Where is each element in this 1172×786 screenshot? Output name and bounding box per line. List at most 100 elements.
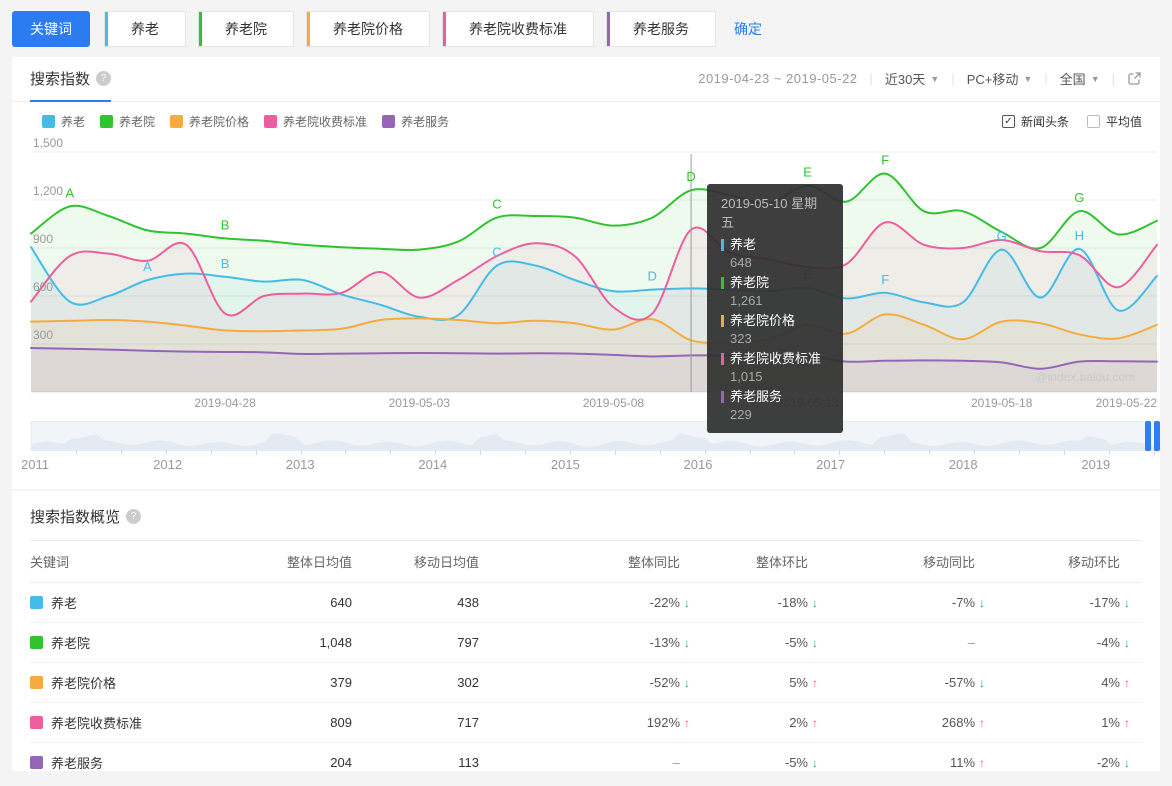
slider-tick (794, 450, 796, 455)
metric-cell-2: -5% ↓ (702, 622, 830, 663)
keyword-chip-2[interactable]: 养老院 (198, 11, 294, 47)
column-header-3: 移动日均值 (352, 541, 479, 583)
keyword-name: 养老院收费标准 (51, 715, 143, 731)
slider-year-2012: 2012 (153, 457, 183, 472)
legend-item-5[interactable]: 养老服务 (382, 113, 449, 130)
news-headlines-label: 新闻头条 (1020, 115, 1069, 129)
tooltip-item: 养老院 1,261 (721, 274, 829, 309)
help-icon[interactable]: ? (126, 509, 142, 524)
keyword-link[interactable]: 养老服务 (30, 753, 252, 772)
legend-swatch (170, 115, 184, 128)
tooltip-series-bar (721, 277, 724, 289)
overall-daily-avg: 1,048 (252, 622, 352, 663)
slider-tick (210, 450, 212, 455)
event-marker-H: H (1075, 228, 1084, 243)
column-header-2: 整体日均值 (252, 541, 352, 583)
arrow-down-icon: ↓ (1124, 755, 1130, 770)
legend-item-2[interactable]: 养老院 (100, 113, 155, 130)
legend-item-4[interactable]: 养老院收费标准 (264, 113, 367, 130)
separator: | (869, 71, 873, 86)
slider-tick (345, 450, 347, 455)
platform-value: PC+移动 (966, 72, 1019, 87)
slider-tick (1063, 450, 1065, 455)
legend-label: 养老院收费标准 (283, 115, 368, 129)
news-headlines-checkbox[interactable]: ✓ 新闻头条 (1001, 113, 1069, 130)
arrow-down-icon: ↓ (979, 675, 985, 690)
x-axis-tick: 2019-05-22 (1095, 396, 1157, 410)
keyword-chip-4[interactable]: 养老院收费标准 (442, 11, 594, 47)
external-link-icon[interactable] (1127, 71, 1142, 86)
event-marker-E: E (803, 165, 812, 180)
slider-year-2014: 2014 (418, 457, 448, 472)
chevron-down-icon: ▼ (930, 73, 940, 84)
keyword-chip-1[interactable]: 养老 (104, 11, 186, 47)
metric-cell-2: -5% ↓ (784, 754, 818, 770)
chevron-down-icon: ▼ (1090, 73, 1100, 84)
tooltip-series-name: 养老服务 (730, 389, 783, 404)
table-row: 养老 640 438 -22% ↓ -18% ↓ -7% ↓ -17% ↓ (30, 582, 1142, 623)
tooltip-series-value: 648 (730, 255, 752, 270)
slider-year-labels: 2011 2012 2013 2014 2015 2016 2017 2018 2019 (21, 451, 1157, 475)
slider-tick (1108, 450, 1110, 455)
timeline-slider[interactable]: 2011 2012 2013 2014 2015 2016 2017 2018 2019 (21, 421, 1160, 479)
separator: | (951, 71, 955, 86)
tooltip-series-bar (721, 315, 724, 327)
tooltip-items: 养老 648 养老院 1,261 养老院价格 323 养老院收费标准 1,015 养老服务 229 (721, 236, 829, 423)
slider-tick (839, 450, 841, 455)
metric-cell-3: -7% ↓ (830, 582, 997, 623)
metric-cell-3: 268% ↑ (830, 702, 997, 743)
slider-handle-left[interactable] (1145, 421, 1151, 451)
keyword-chip-3[interactable]: 养老院价格 (306, 11, 430, 47)
trend-chart[interactable]: ABCDEFGABCDEFGH 2019-05-10 星期五 养老648养老院1… (30, 136, 1158, 433)
region-value: 全国 (1059, 72, 1086, 87)
keyword-name: 养老院价格 (51, 675, 117, 691)
time-range-value: 近30天 (884, 72, 926, 87)
slider-tick (525, 450, 526, 455)
slider-year-2019: 2019 (1081, 457, 1111, 472)
keyword-link[interactable]: 养老院价格 (30, 673, 252, 692)
keyword-swatch (30, 675, 43, 689)
platform-select[interactable]: PC+移动 ▼ (967, 69, 1033, 88)
chart-tooltip: 2019-05-10 星期五 养老 648 养老院 1,261 养老院价格 323 养老院收… (707, 184, 843, 433)
table-row: 养老服务 204 113 –↓ -5%↓ 11%↑ -2%↓ (30, 742, 1142, 782)
legend-swatch (42, 115, 55, 128)
average-checkbox[interactable]: 平均值 (1086, 113, 1142, 130)
slider-tick (390, 450, 392, 455)
time-range-select[interactable]: 近30天 ▼ (885, 69, 939, 88)
arrow-up-icon: ↑ (1124, 675, 1130, 690)
mobile-daily-avg: 438 (352, 582, 479, 623)
help-icon[interactable]: ? (96, 71, 112, 86)
legend-label: 养老院价格 (189, 115, 250, 129)
arrow-up-icon: ↑ (979, 755, 985, 770)
x-axis-tick: 2019-05-03 (388, 396, 450, 410)
overall-daily-avg: 640 (252, 582, 352, 623)
legend-item-1[interactable]: 养老 (42, 113, 85, 130)
slider-tick (120, 450, 122, 455)
slider-handle-right[interactable] (1154, 421, 1160, 451)
keyword-chip-5[interactable]: 养老服务 (606, 11, 716, 47)
confirm-link[interactable]: 确定 (734, 21, 762, 37)
region-select[interactable]: 全国 ▼ (1060, 69, 1100, 88)
keyword-link[interactable]: 养老院收费标准 (30, 713, 252, 732)
arrow-up-icon: ↑ (684, 715, 690, 730)
overview-header: 搜索指数概览 ? (30, 491, 1142, 541)
metric-cell-4: 4% ↑ (997, 662, 1142, 703)
slider-tick (1018, 450, 1020, 455)
keyword-link[interactable]: 养老 (30, 593, 252, 612)
keyword-button[interactable]: 关键词 (12, 11, 90, 47)
separator: | (1111, 71, 1115, 86)
tab-search-index[interactable]: 搜索指数 ? (30, 57, 112, 102)
slider-year-2018: 2018 (948, 457, 978, 472)
tooltip-series-bar (721, 239, 724, 251)
column-header-1: 关键词 (30, 541, 252, 583)
keyword-link[interactable]: 养老院 (30, 633, 252, 652)
x-axis-tick: 2019-05-18 (970, 396, 1033, 410)
metric-cell-1: -52% ↓ (479, 662, 702, 703)
mobile-daily-avg: 717 (352, 702, 479, 743)
slider-track[interactable] (31, 421, 1160, 451)
legend-item-3[interactable]: 养老院价格 (170, 113, 249, 130)
tooltip-series-bar (721, 391, 724, 403)
search-index-card: 搜索指数 ? 2019-04-23 ~ 2019-05-22 | 近30天 ▼ … (12, 57, 1160, 489)
overview-table: 关键词 整体日均值 移动日均值 整体同比 整体环比 移动同比 移动环比 养老 640 438 -2… (30, 541, 1142, 782)
column-header-4: 整体同比 (479, 541, 702, 583)
